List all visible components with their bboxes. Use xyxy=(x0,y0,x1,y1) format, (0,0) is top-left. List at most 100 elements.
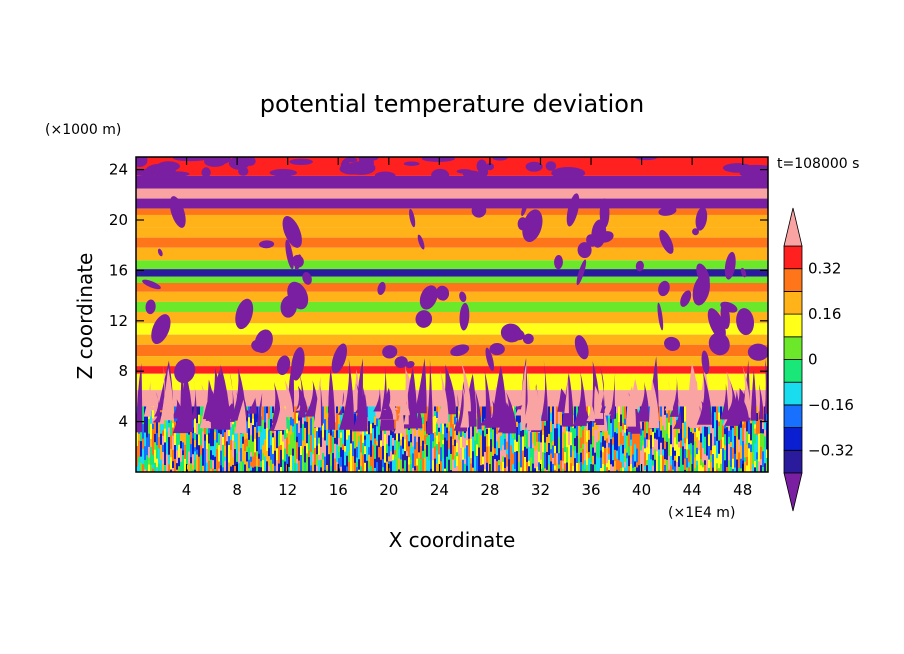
field-cell xyxy=(410,459,413,465)
field-cell xyxy=(538,470,541,472)
field-cell xyxy=(478,447,481,457)
blob xyxy=(174,358,196,384)
field-cell xyxy=(616,438,619,452)
field-cell xyxy=(428,449,431,461)
blob xyxy=(696,263,710,287)
field-cell xyxy=(604,440,607,449)
field-cell xyxy=(440,461,443,472)
field-cell xyxy=(502,439,505,446)
blob xyxy=(485,163,494,171)
field-cell xyxy=(268,460,271,467)
field-cell xyxy=(302,424,305,442)
field-cell xyxy=(458,468,461,472)
field-cell xyxy=(614,449,617,462)
field-cell xyxy=(164,450,167,466)
field-cell xyxy=(608,454,611,461)
field-cell xyxy=(572,427,575,439)
plume xyxy=(633,381,650,422)
field-cell xyxy=(326,464,329,470)
field-cell xyxy=(386,429,389,445)
layer-band xyxy=(136,198,768,209)
field-cell xyxy=(168,427,171,438)
field-cell xyxy=(584,426,587,445)
field-cell xyxy=(732,427,735,435)
field-cell xyxy=(708,434,711,447)
field-cell xyxy=(506,441,509,450)
field-cell xyxy=(274,465,277,472)
field-cell xyxy=(142,406,145,425)
field-cell xyxy=(290,455,293,472)
field-cell xyxy=(608,447,611,455)
field-cell xyxy=(510,427,513,446)
field-cell xyxy=(678,466,681,472)
field-cell xyxy=(506,430,509,443)
field-cell xyxy=(190,434,193,445)
field-cell xyxy=(212,460,215,470)
field-cell xyxy=(196,454,199,472)
field-cell xyxy=(684,421,687,439)
field-cell xyxy=(558,437,561,454)
field-cell xyxy=(462,436,465,448)
field-cell xyxy=(494,430,497,449)
field-cell xyxy=(762,433,765,452)
field-cell xyxy=(160,459,163,472)
field-cell xyxy=(562,432,565,449)
field-cell xyxy=(498,465,501,472)
x-tick-label: 24 xyxy=(430,481,449,499)
field-cell xyxy=(754,460,757,468)
field-cell xyxy=(702,420,705,437)
field-cell xyxy=(696,454,699,462)
blob xyxy=(577,242,592,259)
field-cell xyxy=(580,437,583,449)
field-cell xyxy=(156,433,159,446)
field-cell xyxy=(456,406,459,419)
field-cell xyxy=(602,452,605,465)
field-cell xyxy=(578,438,581,449)
field-cell xyxy=(588,430,591,441)
field-cell xyxy=(628,434,631,448)
field-cell xyxy=(714,436,717,446)
x-tick-label: 32 xyxy=(531,481,550,499)
field-cell xyxy=(194,459,197,471)
plume xyxy=(534,391,544,416)
field-cell xyxy=(326,445,329,461)
field-cell xyxy=(506,466,509,472)
field-cell xyxy=(726,449,729,468)
field-cell xyxy=(192,419,195,429)
field-cell xyxy=(518,434,521,453)
field-cell xyxy=(426,436,429,446)
blob xyxy=(291,347,305,381)
field-cell xyxy=(366,460,369,472)
field-cell xyxy=(438,431,441,443)
field-cell xyxy=(374,406,377,418)
field-cell xyxy=(432,406,435,418)
field-cell xyxy=(522,423,525,437)
field-cell xyxy=(168,454,171,466)
field-cell xyxy=(224,432,227,447)
field-cell xyxy=(190,463,193,472)
field-cell xyxy=(216,426,219,444)
field-cell xyxy=(224,445,227,458)
field-cell xyxy=(522,466,525,472)
field-cell xyxy=(398,469,401,472)
field-cell xyxy=(198,423,201,436)
field-cell xyxy=(238,439,241,452)
field-cell xyxy=(246,461,249,472)
field-cell xyxy=(756,434,759,453)
field-cell xyxy=(536,441,539,450)
field-cell xyxy=(334,470,337,472)
field-cell xyxy=(284,425,287,440)
field-cell xyxy=(600,468,603,472)
field-cell xyxy=(762,421,765,430)
plume xyxy=(304,380,319,417)
field-cell xyxy=(308,457,311,472)
field-cell xyxy=(292,448,295,457)
field-cell xyxy=(468,422,471,432)
field-cell xyxy=(272,453,275,465)
field-cell xyxy=(760,433,763,448)
field-cell xyxy=(660,430,663,444)
field-cell xyxy=(318,455,321,461)
field-cell xyxy=(538,432,541,443)
field-cell xyxy=(634,461,637,468)
field-cell xyxy=(696,460,699,466)
